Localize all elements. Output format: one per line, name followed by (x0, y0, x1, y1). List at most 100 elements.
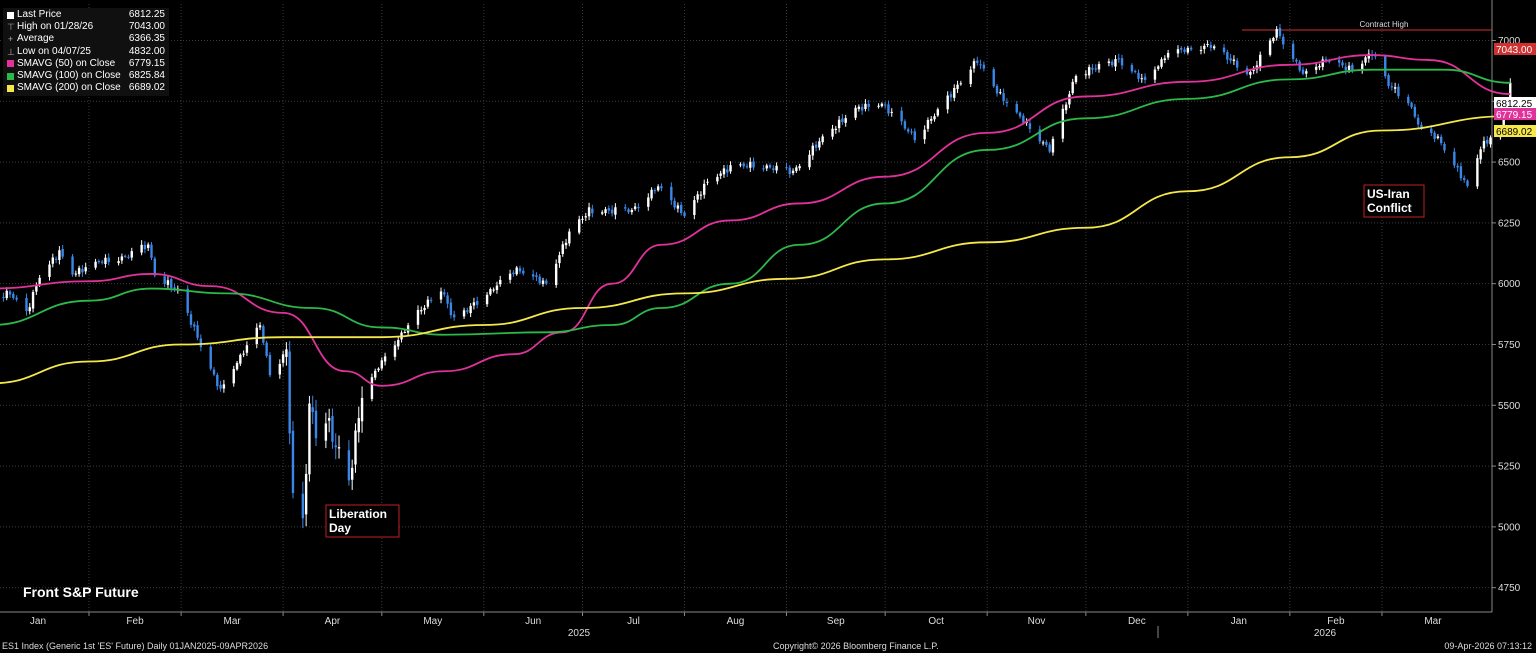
candle-up (499, 279, 502, 285)
candle-up (1268, 40, 1272, 55)
candle-up (568, 231, 571, 244)
candle-up (403, 331, 407, 333)
x-tick-label: Mar (223, 616, 241, 627)
candle-down (216, 374, 219, 387)
candle-up (926, 119, 930, 129)
candle-down (910, 131, 913, 133)
candle-down (449, 302, 453, 316)
candle-down (653, 190, 657, 192)
candle-down (995, 85, 999, 94)
footer-security-description: ES1 Index (Generic 1st 'ES' Future) Dail… (2, 641, 269, 651)
legend-value: 6779.15 (128, 57, 165, 69)
candle-up (1157, 66, 1160, 69)
candle-down (466, 310, 469, 312)
candle-down (107, 257, 110, 262)
candle-down (979, 64, 982, 66)
candle-down (1236, 60, 1239, 68)
candle-down (627, 209, 630, 213)
candle-down (301, 493, 305, 519)
y-tick-label: 6500 (1498, 158, 1521, 169)
candle-down (1278, 27, 1282, 36)
candle-up (239, 354, 242, 364)
candle-up (877, 105, 880, 107)
candle-up (584, 216, 587, 218)
candle-up (1347, 65, 1351, 70)
candle-down (512, 272, 515, 274)
candle-down (772, 168, 775, 170)
legend-value: 4832.00 (128, 45, 165, 57)
candle-down (1459, 166, 1463, 179)
candle-up (923, 129, 926, 140)
x-tick-label: May (423, 616, 442, 627)
candle-up (1275, 29, 1278, 38)
candle-down (199, 338, 203, 348)
legend-label: Average (17, 33, 55, 45)
candle-down (1189, 47, 1193, 50)
candle-up (699, 194, 703, 196)
candle-up (120, 256, 124, 261)
legend-swatch (7, 11, 14, 19)
candle-up (703, 183, 706, 195)
candle-down (1416, 117, 1420, 125)
x-tick-label: Feb (1327, 616, 1345, 627)
candle-up (1107, 61, 1111, 64)
candle-up (94, 261, 97, 268)
candle-down (25, 298, 28, 312)
footer-timestamp: 09-Apr-2026 07:13:12 (1444, 641, 1532, 651)
sma-line (0, 115, 1511, 384)
legend-glyph-icon: ⊥ (7, 46, 15, 57)
candle-up (604, 209, 607, 214)
candle-up (633, 206, 637, 209)
candle-up (554, 263, 558, 285)
legend-swatch (7, 60, 14, 68)
candle-up (854, 107, 857, 118)
candle-down (1486, 139, 1489, 144)
x-tick-label: Jul (627, 616, 640, 627)
candle-up (1252, 69, 1255, 71)
candle-up (360, 398, 364, 422)
candle-up (857, 106, 861, 109)
legend-entry: SMAVG (50) on Close 6779.15 (7, 58, 165, 70)
candle-up (795, 167, 798, 171)
candle-down (976, 60, 979, 63)
candle-down (1344, 66, 1347, 71)
chart-title: Front S&P Future (23, 584, 139, 600)
candle-up (716, 176, 719, 182)
sma-line (0, 54, 1511, 387)
candle-up (439, 291, 443, 300)
candle-up (719, 173, 722, 176)
candle-down (446, 295, 449, 304)
x-axis: Jan Feb Mar Apr May Jun Jul Aug Sep Oct Nov Dec Jan F… (0, 611, 1492, 639)
candle-down (538, 276, 541, 284)
candle-up (1206, 44, 1209, 46)
candle-up (77, 267, 81, 275)
candle-down (1337, 59, 1341, 63)
candle-up (1259, 54, 1262, 67)
candle-down (1045, 141, 1048, 145)
candle-up (420, 310, 423, 312)
candle-up (1314, 66, 1318, 70)
candle-up (936, 109, 940, 116)
annotation-text: US-Iran (1367, 187, 1410, 201)
candle-down (742, 163, 745, 167)
candle-down (1226, 52, 1229, 60)
candle-down (1091, 67, 1094, 70)
legend-entry: SMAVG (200) on Close 6689.02 (7, 82, 165, 94)
legend-swatch (7, 84, 14, 92)
candle-up (956, 84, 959, 90)
price-tag-label: 6689.02 (1496, 127, 1533, 138)
candle-down (54, 258, 58, 260)
candle-up (541, 280, 545, 285)
candle-up (35, 285, 38, 292)
candle-up (1272, 38, 1275, 42)
candle-up (374, 370, 377, 378)
candle-down (768, 165, 772, 168)
candle-down (1028, 123, 1032, 129)
candle-down (913, 131, 916, 141)
candle-down (607, 208, 611, 211)
candle-up (749, 161, 752, 168)
candle-down (1120, 58, 1124, 66)
legend-label: Last Price (17, 9, 62, 20)
candle-down (12, 293, 15, 298)
candle-up (999, 92, 1002, 94)
